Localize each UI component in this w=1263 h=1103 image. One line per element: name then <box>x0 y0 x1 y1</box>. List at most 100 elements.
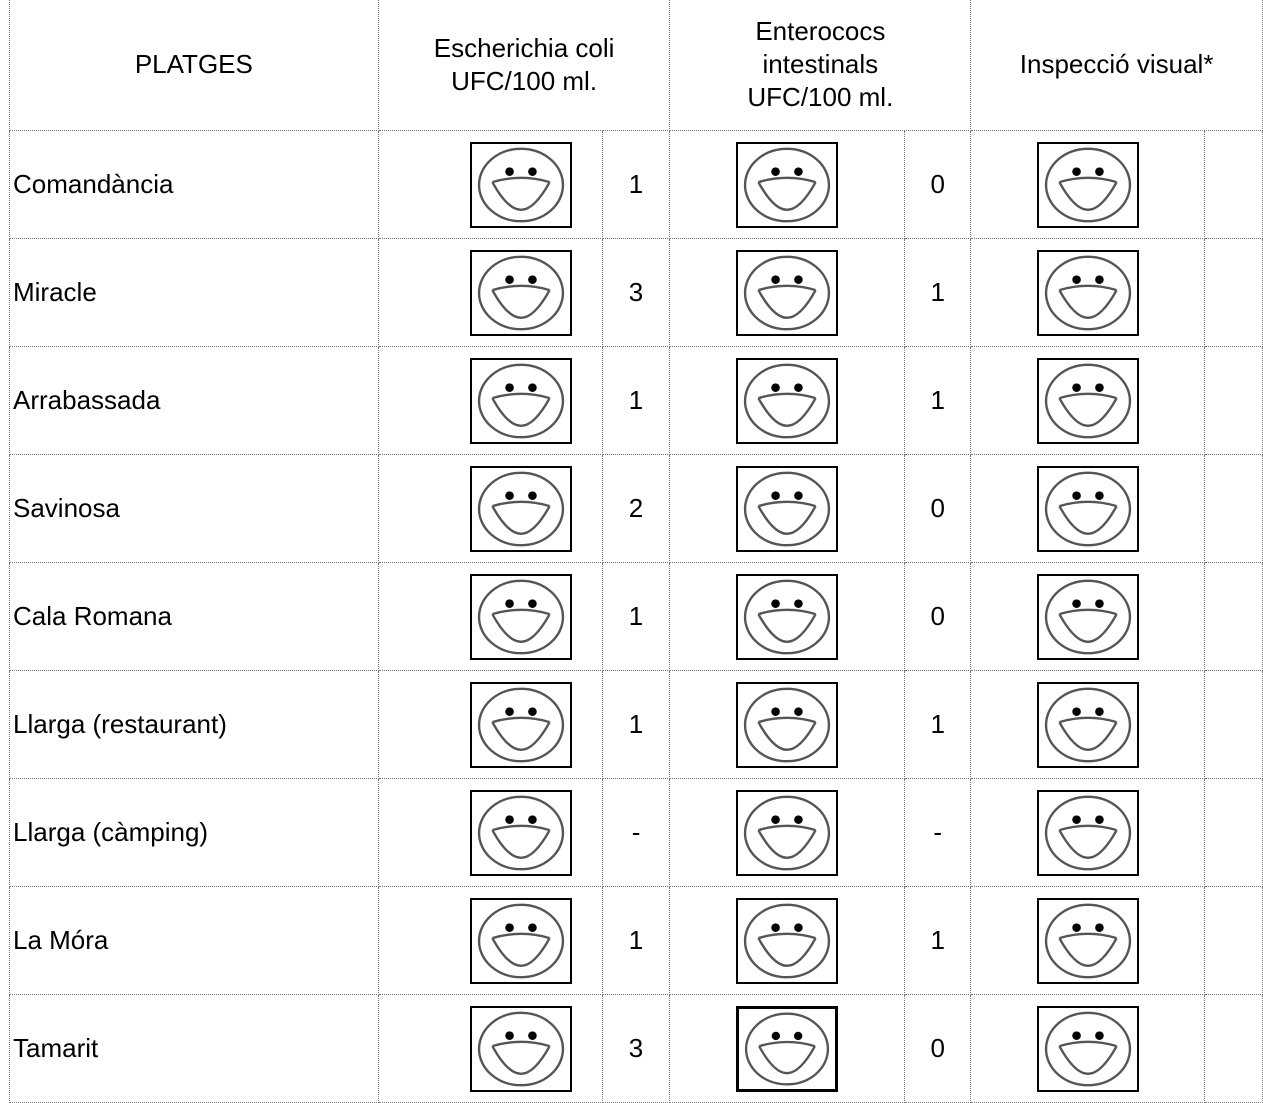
face-box <box>1036 249 1139 336</box>
face-cell <box>669 670 906 779</box>
smiley-icon <box>477 687 564 762</box>
smiley-icon <box>744 363 831 438</box>
enterococcus-value: 0 <box>904 562 972 671</box>
face-box <box>1036 789 1139 876</box>
face-cell <box>377 130 603 239</box>
face-cell <box>970 994 1206 1103</box>
smiley-icon <box>744 579 831 654</box>
header-enterococcus-line-3: UFC/100 ml. <box>747 82 894 112</box>
empty-cell <box>1204 562 1263 671</box>
face-cell <box>970 886 1206 995</box>
smiley-icon <box>1044 795 1131 870</box>
face-box <box>1036 465 1139 552</box>
face-cell <box>669 778 906 887</box>
smiley-icon <box>477 579 564 654</box>
beach-name: Tamarit <box>9 994 379 1103</box>
smiley-icon <box>1044 687 1131 762</box>
face-cell <box>970 778 1206 887</box>
smiley-icon <box>744 795 831 870</box>
face-box <box>736 789 839 876</box>
ecoli-value: 1 <box>601 886 671 995</box>
face-box <box>469 789 572 876</box>
smiley-icon <box>744 255 831 330</box>
enterococcus-value: 1 <box>904 886 972 995</box>
header-enterococcus-line-1: Enterococs <box>755 16 886 46</box>
face-box <box>469 1005 572 1092</box>
face-cell <box>377 886 603 995</box>
face-cell <box>669 994 906 1103</box>
table-row: Cala Romana 1 0 <box>9 562 1263 671</box>
face-cell <box>377 454 603 563</box>
header-enterococcus-line-2: intestinals <box>762 49 879 79</box>
face-cell <box>669 238 906 347</box>
face-box <box>1036 897 1139 984</box>
beach-name: Savinosa <box>9 454 379 563</box>
ecoli-value: 3 <box>601 994 671 1103</box>
smiley-icon <box>745 1011 830 1086</box>
ecoli-value: 1 <box>601 346 671 455</box>
empty-cell <box>1204 886 1263 995</box>
enterococcus-value: - <box>904 778 972 887</box>
ecoli-value: 1 <box>601 562 671 671</box>
empty-cell <box>1204 670 1263 779</box>
face-cell <box>377 994 603 1103</box>
empty-cell <box>1204 778 1263 887</box>
face-cell <box>377 238 603 347</box>
smiley-icon <box>1044 903 1131 978</box>
face-cell <box>970 238 1206 347</box>
smiley-icon <box>744 687 831 762</box>
enterococcus-value: 1 <box>904 670 972 779</box>
ecoli-value: 3 <box>601 238 671 347</box>
face-box <box>736 573 839 660</box>
smiley-icon <box>1044 471 1131 546</box>
face-box <box>736 465 839 552</box>
empty-cell <box>1204 238 1263 347</box>
smiley-icon <box>477 363 564 438</box>
ecoli-value: - <box>601 778 671 887</box>
face-cell <box>970 454 1206 563</box>
empty-cell <box>1204 346 1263 455</box>
empty-cell <box>1204 130 1263 239</box>
smiley-icon <box>477 471 564 546</box>
header-beaches: PLATGES <box>9 0 379 131</box>
table-row: Miracle 3 1 <box>9 238 1263 347</box>
face-box <box>469 357 572 444</box>
face-box <box>469 141 572 228</box>
face-cell <box>970 562 1206 671</box>
enterococcus-value: 1 <box>904 238 972 347</box>
empty-cell <box>1204 994 1263 1103</box>
smiley-icon <box>744 903 831 978</box>
smiley-icon <box>1044 147 1131 222</box>
table-row: Llarga (restaurant) 1 1 <box>9 670 1263 779</box>
smiley-icon <box>1044 255 1131 330</box>
face-box <box>736 249 839 336</box>
enterococcus-value: 0 <box>904 454 972 563</box>
face-cell <box>970 346 1206 455</box>
face-box <box>469 897 572 984</box>
header-visual-inspection: Inspecció visual* <box>970 0 1263 131</box>
face-cell <box>377 778 603 887</box>
face-box <box>1036 141 1139 228</box>
face-cell <box>377 346 603 455</box>
beach-name: La Móra <box>9 886 379 995</box>
header-beaches-label: PLATGES <box>134 49 253 79</box>
face-cell <box>970 670 1206 779</box>
beach-name: Miracle <box>9 238 379 347</box>
beach-name: Llarga (restaurant) <box>9 670 379 779</box>
smiley-icon <box>477 1011 564 1086</box>
beach-name: Comandància <box>9 130 379 239</box>
face-cell <box>669 454 906 563</box>
face-cell <box>669 130 906 239</box>
smiley-icon <box>477 795 564 870</box>
face-box <box>469 249 572 336</box>
face-cell <box>377 670 603 779</box>
face-box <box>736 897 839 984</box>
face-box <box>469 573 572 660</box>
smiley-icon <box>744 471 831 546</box>
smiley-icon <box>477 147 564 222</box>
face-box <box>736 1005 839 1092</box>
smiley-icon <box>744 147 831 222</box>
ecoli-value: 2 <box>601 454 671 563</box>
face-box <box>1036 573 1139 660</box>
